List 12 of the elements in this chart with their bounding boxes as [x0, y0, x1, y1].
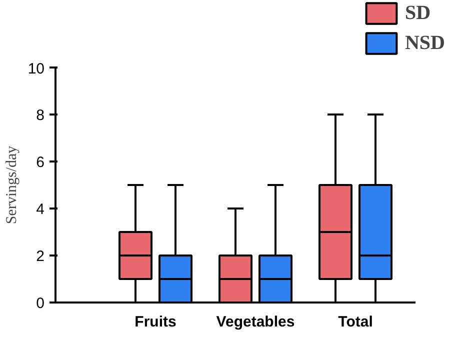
y-axis-title: Servings/day [4, 145, 20, 224]
x-tick-label: Vegetables [216, 314, 295, 330]
x-tick-label: Fruits [134, 314, 176, 330]
legend-label: NSD [404, 32, 445, 54]
legend-label: SD [404, 2, 431, 24]
y-tick-label: 0 [36, 295, 44, 312]
y-tick-label: 4 [36, 201, 44, 218]
x-tick-label: Total [338, 314, 373, 330]
y-tick-label: 6 [36, 154, 44, 171]
y-tick-label: 8 [36, 107, 44, 124]
y-tick-label: 10 [28, 60, 45, 78]
y-tick-label: 2 [36, 248, 44, 265]
